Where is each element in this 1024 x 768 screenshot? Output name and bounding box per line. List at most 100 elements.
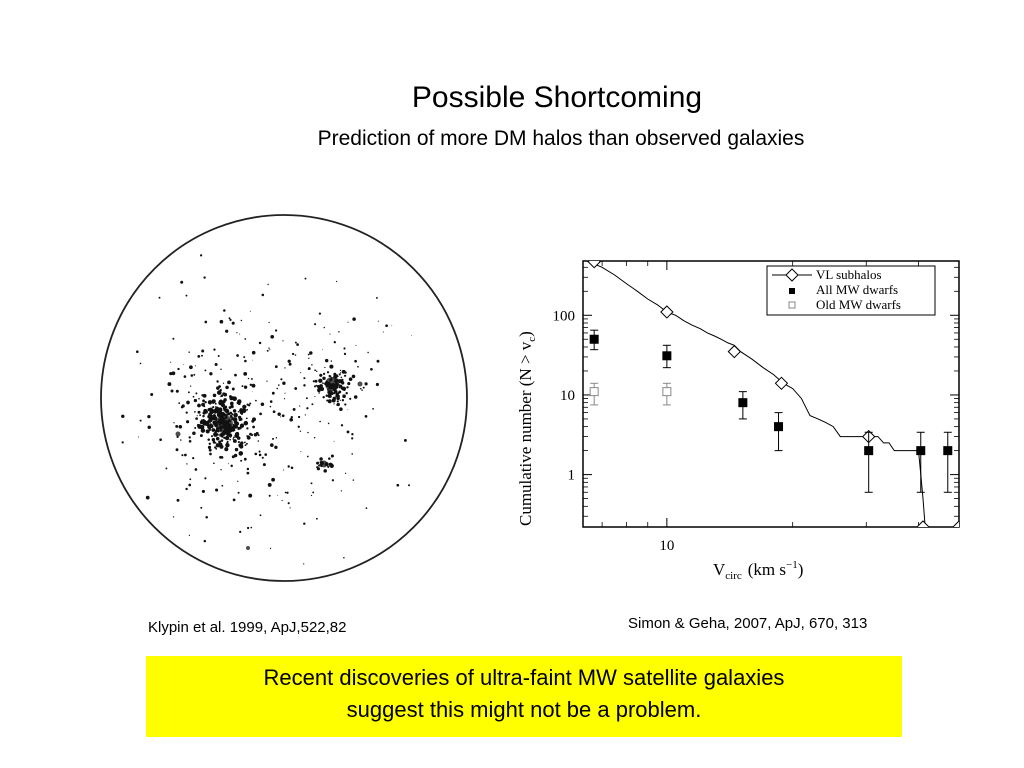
simulation-particle [202, 414, 205, 418]
simulation-particle [318, 385, 323, 390]
simulation-particle [396, 483, 400, 487]
simulation-particle [267, 482, 272, 487]
simulation-particle [339, 407, 343, 411]
simulation-particle [364, 415, 368, 418]
simulation-particle [315, 370, 318, 372]
simulation-particle [173, 422, 175, 424]
simulation-particle [274, 445, 278, 449]
simulation-particle [185, 420, 190, 424]
simulation-particle [198, 397, 200, 400]
simulation-particle [215, 436, 220, 441]
simulation-particle [220, 394, 224, 398]
simulation-particle [312, 491, 315, 494]
simulation-particle [331, 390, 333, 393]
simulation-particle [320, 387, 322, 389]
simulation-particle [188, 439, 192, 443]
simulation-particle [212, 414, 217, 418]
simulation-particle [266, 380, 268, 382]
x-axis-label: Vcirc (km s−1) [713, 559, 803, 582]
simulation-particle [219, 388, 222, 392]
simulation-particle [222, 400, 226, 403]
simulation-particle [239, 444, 244, 449]
simulation-particle [195, 392, 198, 395]
simulation-particle [193, 398, 198, 403]
simulation-particle [259, 514, 262, 517]
simulation-particle [172, 516, 175, 518]
simulation-particle [346, 430, 350, 434]
simulation-particle [259, 412, 262, 416]
simulation-particle [314, 323, 317, 326]
simulation-particle [212, 393, 217, 398]
simulation-particle [224, 435, 230, 441]
simulation-particle [268, 321, 270, 324]
all-mw-dwarf-point [864, 446, 874, 456]
simulation-particle [211, 437, 216, 442]
simulation-particle [195, 365, 196, 367]
simulation-particle [232, 409, 237, 413]
simulation-particle [292, 407, 296, 411]
callout-line-2: suggest this might not be a problem. [346, 697, 702, 722]
simulation-particle [365, 507, 368, 509]
simulation-particle [158, 296, 161, 299]
simulation-particle [228, 406, 232, 409]
simulation-particle [249, 383, 253, 387]
simulation-particle [233, 453, 238, 458]
simulation-particle [197, 410, 201, 414]
simulation-particle [208, 442, 212, 446]
simulation-particle [192, 431, 196, 436]
simulation-particle [268, 494, 271, 497]
all-mw-dwarf-point [774, 422, 784, 432]
simulation-particle [321, 384, 323, 387]
simulation-particle [253, 432, 258, 437]
simulation-particle [214, 442, 217, 444]
simulation-particle [341, 369, 346, 374]
simulation-particle [274, 365, 278, 369]
vl-subhalo-diamond [916, 520, 930, 527]
simulation-particle [322, 382, 324, 384]
simulation-particle [175, 424, 179, 428]
simulation-particle [197, 355, 201, 358]
simulation-particle [330, 454, 334, 458]
simulation-particle [250, 526, 253, 529]
simulation-particle [327, 465, 330, 468]
simulation-particle [201, 349, 205, 353]
simulation-particle [225, 385, 229, 390]
simulation-particle [306, 407, 309, 410]
simulation-particle [209, 410, 214, 415]
simulation-particle [307, 353, 310, 356]
simulation-particle [403, 438, 407, 442]
simulation-particle [201, 354, 203, 357]
simulation-particle [284, 392, 286, 394]
simulation-particle [322, 396, 325, 399]
simulation-particle [177, 367, 180, 371]
simulation-particle [234, 433, 239, 438]
simulation-particle [274, 329, 278, 332]
simulation-particle [237, 410, 240, 413]
simulation-particle [246, 427, 249, 430]
simulation-particle [244, 444, 247, 446]
simulation-particle [284, 491, 287, 494]
simulation-particle [121, 441, 124, 444]
simulation-particle [170, 361, 172, 363]
x-tick-label: 10 [659, 538, 674, 554]
simulation-particle [345, 391, 348, 395]
simulation-particle [212, 429, 215, 432]
simulation-particle [284, 367, 286, 369]
chart: 1 10 100 10 VL subhalos All MW dwarfs Old M… [516, 260, 960, 582]
simulation-particle [232, 439, 237, 443]
simulation-particle [217, 413, 221, 416]
simulation-particle [340, 376, 343, 379]
simulation-particle [207, 400, 213, 405]
simulation-particle [239, 530, 242, 534]
simulation-particle [224, 447, 229, 452]
simulation-particle [175, 448, 179, 452]
simulation-particle [326, 399, 329, 402]
simulation-particle [327, 399, 332, 404]
simulation-particle [347, 382, 351, 386]
simulation-particle [213, 418, 216, 421]
simulation-particle [367, 351, 369, 354]
simulation-particle [212, 440, 216, 444]
simulation-particle [310, 482, 313, 485]
simulation-particle [220, 434, 222, 436]
simulation-particle [303, 563, 305, 565]
